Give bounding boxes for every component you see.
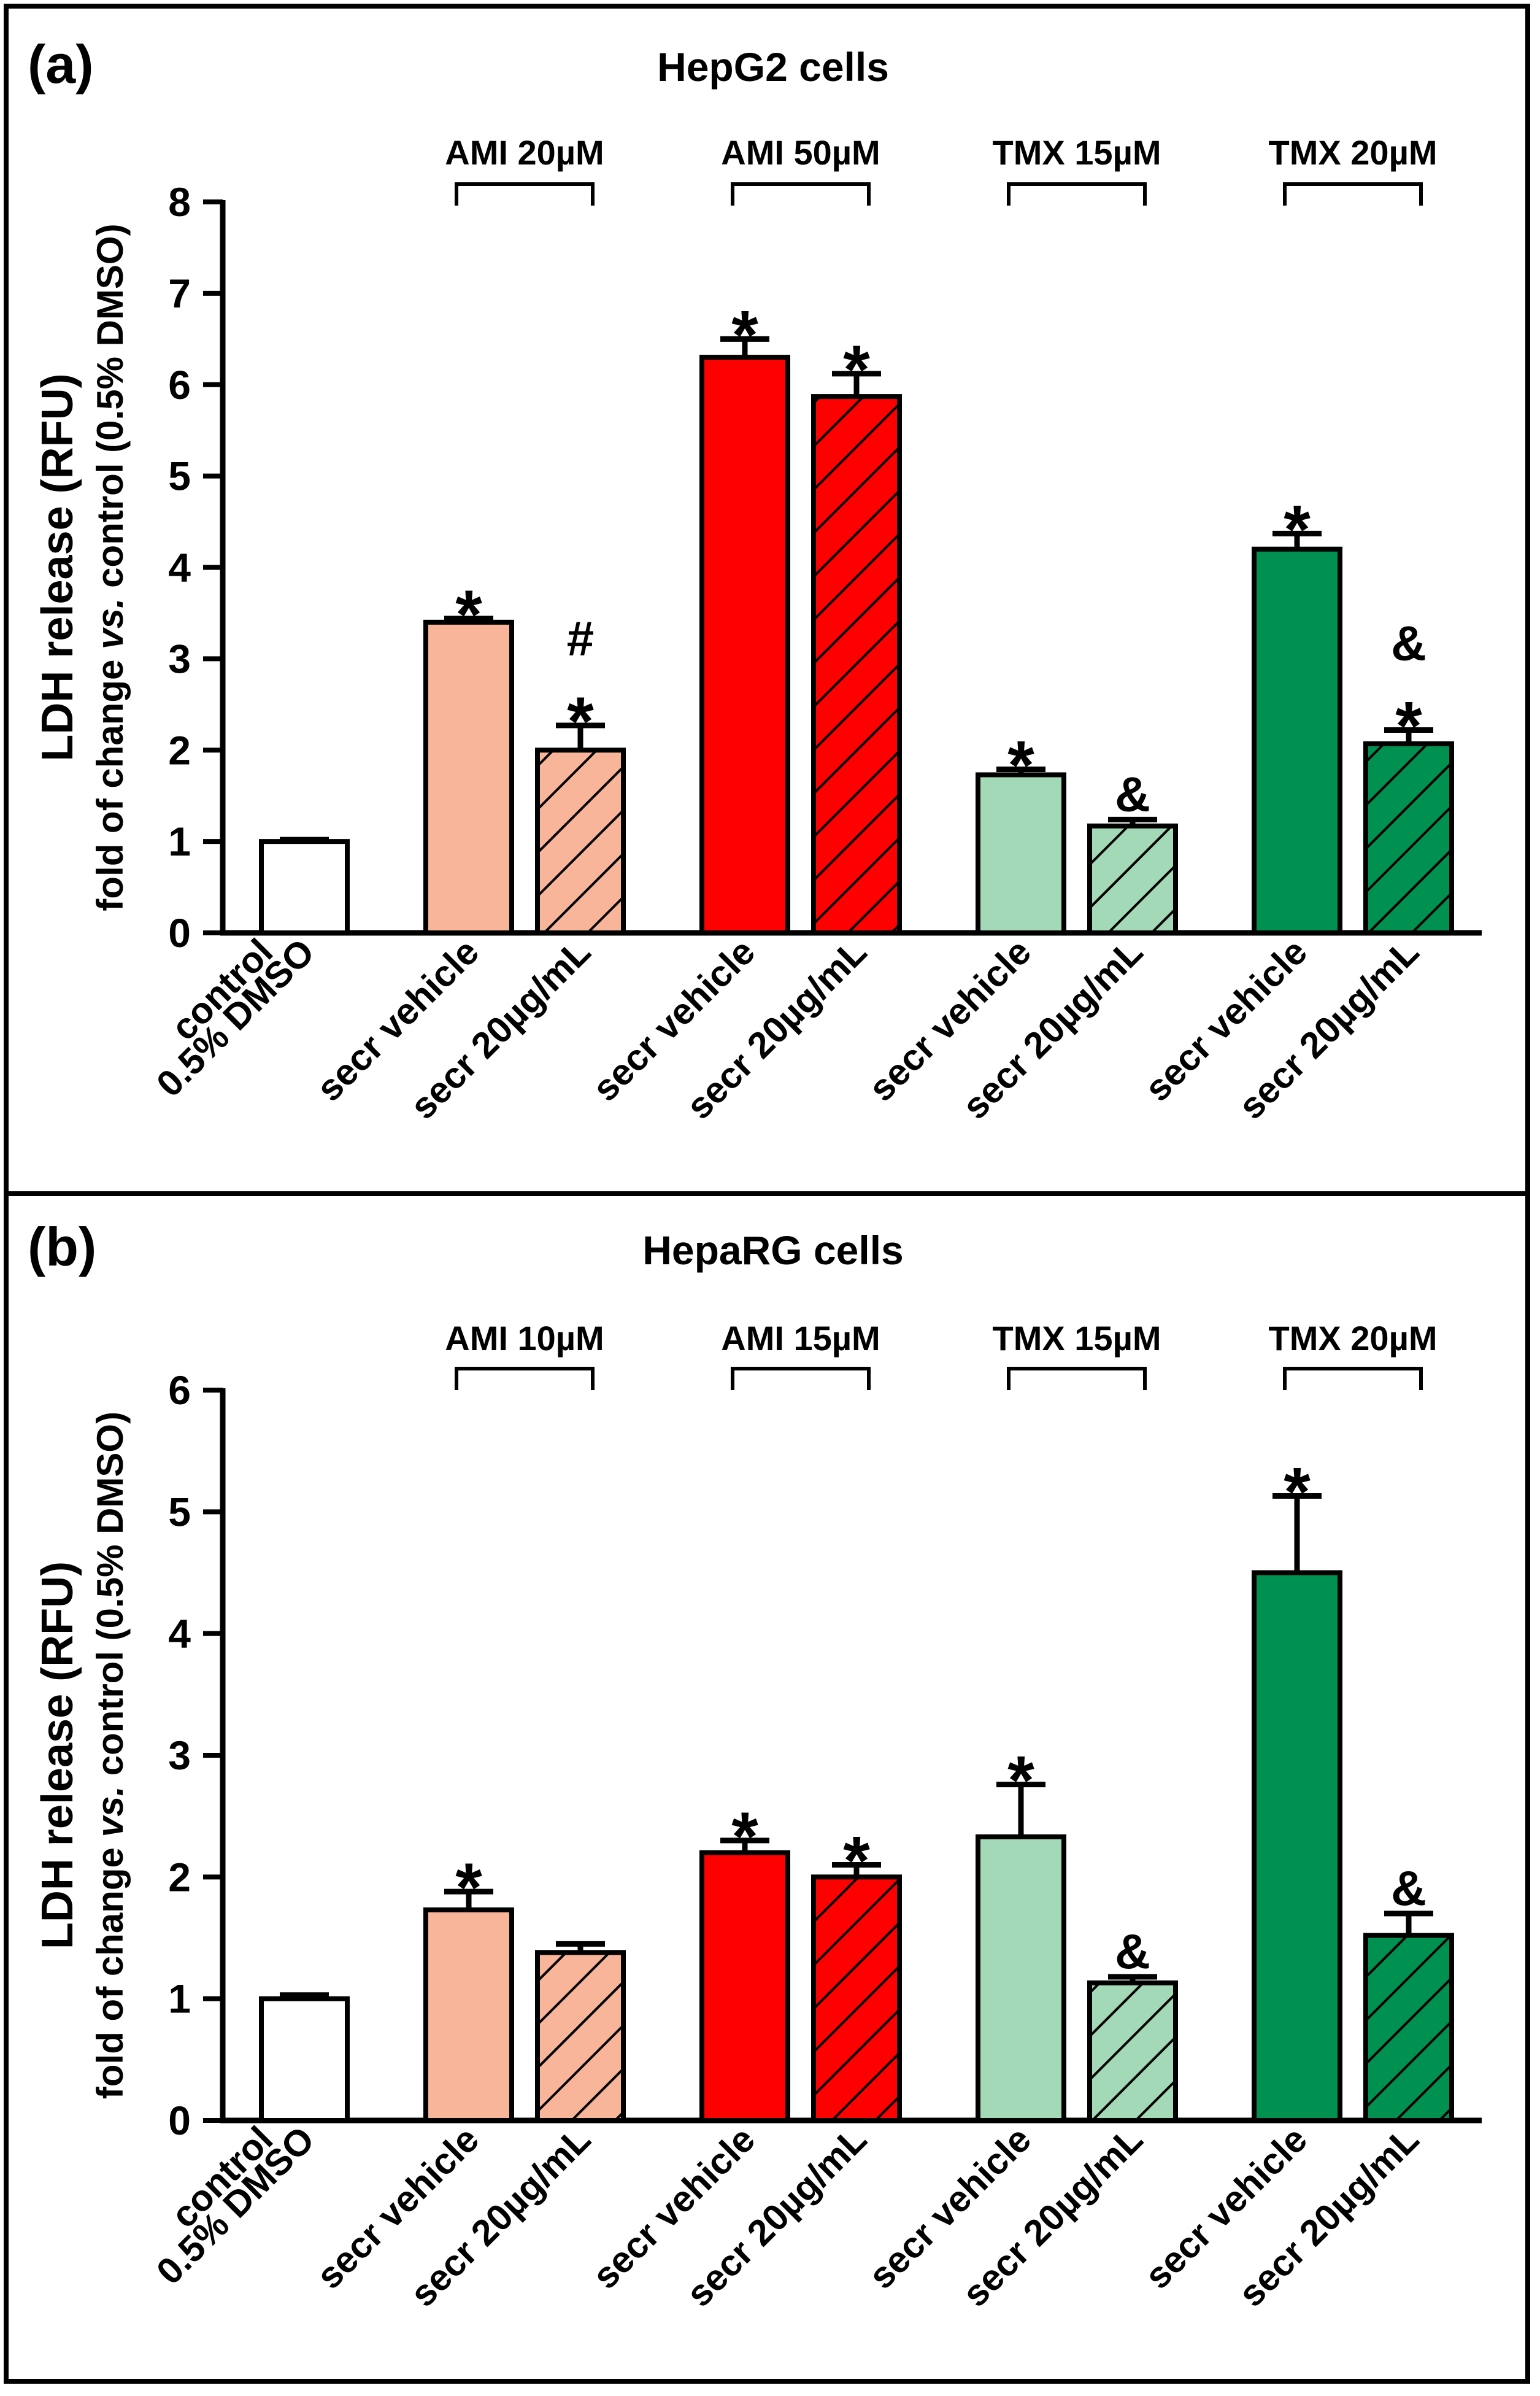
y-tick-label: 8	[168, 179, 191, 225]
y-axis-sublabel-part: fold of change	[90, 649, 131, 911]
group-label: TMX 20µM	[1269, 133, 1438, 172]
significance-marker: *	[1007, 1742, 1034, 1819]
significance-marker: *	[455, 1849, 482, 1926]
group-label: TMX 15µM	[993, 133, 1161, 172]
significance-marker: *	[843, 1823, 870, 1899]
y-tick-label: 0	[168, 910, 191, 956]
significance-marker: *	[1284, 1454, 1311, 1531]
y-tick-label: 6	[168, 362, 191, 408]
significance-marker: &	[1391, 616, 1426, 670]
y-tick-label: 6	[168, 1367, 191, 1413]
significance-marker: #	[567, 611, 595, 666]
group-label: TMX 20µM	[1269, 1319, 1438, 1358]
bar	[1087, 1980, 1178, 2123]
group-bracket	[455, 1367, 595, 1390]
group-bracket	[731, 182, 871, 206]
y-axis-sublabel-part: fold of change	[90, 1837, 131, 2099]
panel-label: (b)	[28, 1216, 96, 1277]
group-label: AMI 20µM	[445, 133, 604, 172]
y-axis-sublabel: fold of change vs. control (0.5% DMSO)	[90, 223, 131, 911]
bar	[259, 839, 350, 935]
bar	[811, 394, 902, 935]
y-axis-label: LDH release (RFU)	[33, 373, 82, 761]
group-bracket	[455, 182, 595, 206]
y-axis-sublabel-part: control (0.5% DMSO)	[90, 223, 131, 598]
group-bracket	[731, 1367, 871, 1390]
y-axis-label: LDH release (RFU)	[33, 1561, 82, 1949]
bar	[535, 748, 626, 935]
bar	[699, 1850, 790, 2124]
bar	[535, 1950, 626, 2124]
y-tick-label: 3	[168, 1733, 191, 1778]
bar	[1252, 1570, 1342, 2123]
y-tick-label: 4	[168, 1611, 191, 1656]
y-tick-label: 7	[168, 271, 191, 316]
y-axis-sublabel-part: vs.	[90, 598, 131, 649]
y-tick-label: 5	[168, 1489, 191, 1534]
bar	[699, 355, 790, 935]
group-bracket	[1007, 1367, 1147, 1390]
bar	[1363, 741, 1454, 935]
bar	[423, 1907, 514, 2123]
chart-title: HepG2 cells	[657, 44, 889, 90]
y-tick-label: 1	[168, 819, 191, 864]
group-label: AMI 10µM	[445, 1319, 604, 1358]
bar	[423, 619, 514, 935]
bar	[1087, 823, 1178, 936]
y-axis-sublabel: fold of change vs. control (0.5% DMSO)	[90, 1412, 131, 2099]
bar	[259, 1996, 350, 2124]
y-axis-sublabel-part: control (0.5% DMSO)	[90, 1412, 131, 1786]
group-bracket	[1283, 182, 1423, 206]
y-tick-label: 5	[168, 454, 191, 499]
significance-marker: *	[731, 1798, 758, 1875]
significance-marker: *	[1284, 491, 1311, 568]
significance-marker: *	[1395, 687, 1422, 764]
y-tick-label: 0	[168, 2098, 191, 2143]
significance-marker: &	[1391, 1861, 1426, 1915]
group-bracket	[1007, 182, 1147, 206]
bar	[976, 1834, 1066, 2123]
bar	[811, 1874, 902, 2123]
significance-marker: *	[567, 683, 594, 760]
significance-marker: *	[731, 296, 758, 373]
significance-marker: *	[1007, 727, 1034, 804]
group-bracket	[1283, 1367, 1423, 1390]
group-label: TMX 15µM	[993, 1319, 1161, 1358]
y-tick-label: 4	[168, 545, 191, 590]
significance-marker: *	[455, 576, 482, 653]
y-axis-sublabel-part: vs.	[90, 1786, 131, 1837]
chart-title: HepaRG cells	[642, 1227, 904, 1273]
bar	[1252, 546, 1342, 935]
y-tick-label: 1	[168, 1976, 191, 2022]
y-tick-label: 2	[168, 1854, 191, 1899]
y-tick-label: 3	[168, 636, 191, 681]
group-label: AMI 50µM	[721, 133, 880, 172]
significance-marker: *	[843, 331, 870, 408]
significance-marker: &	[1115, 767, 1150, 821]
y-tick-label: 2	[168, 727, 191, 773]
bar	[1363, 1933, 1454, 2124]
bar	[976, 772, 1066, 936]
significance-marker: &	[1115, 1924, 1150, 1979]
group-label: AMI 15µM	[721, 1319, 880, 1358]
panel-label: (a)	[28, 34, 94, 95]
